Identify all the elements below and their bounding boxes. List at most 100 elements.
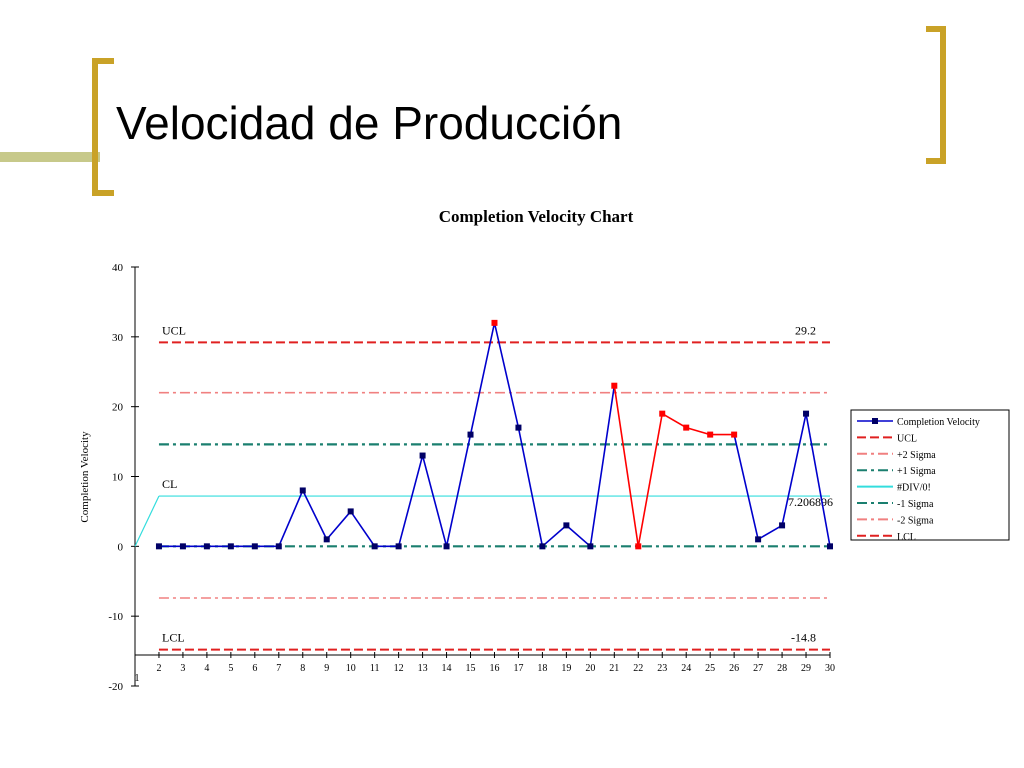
data-point — [659, 410, 666, 417]
x-tick-label: 17 — [513, 663, 523, 674]
data-point — [731, 431, 738, 438]
series-segment — [421, 455, 448, 547]
series-segment — [637, 413, 664, 547]
y-tick-label: 40 — [112, 262, 124, 274]
x-tick-label: 13 — [418, 663, 428, 674]
series-segment — [565, 524, 591, 547]
data-point — [371, 543, 378, 550]
annotation-value: 7.206896 — [788, 495, 833, 509]
series-segment — [541, 524, 567, 547]
data-point — [443, 543, 450, 550]
x-tick-label: 14 — [442, 663, 452, 674]
data-point — [779, 522, 786, 529]
series-segment — [613, 385, 640, 547]
legend-entry-label: +2 Sigma — [897, 450, 936, 461]
legend-entry-label: -1 Sigma — [897, 499, 934, 510]
annotation-label: UCL — [162, 323, 186, 337]
x-tick-label: 9 — [324, 663, 329, 674]
x-tick-label: 18 — [537, 663, 547, 674]
data-point — [299, 487, 306, 494]
data-point — [539, 543, 546, 550]
data-point — [203, 543, 210, 550]
y-tick-label: 10 — [112, 472, 124, 484]
x-tick-label: 27 — [753, 663, 763, 674]
y-tick-label: -20 — [108, 681, 123, 693]
legend-marker — [872, 418, 878, 424]
legend-entry-label: #DIV/0! — [897, 483, 931, 494]
data-point — [251, 543, 258, 550]
y-tick-label: 0 — [118, 541, 124, 553]
data-point — [227, 543, 234, 550]
data-point — [611, 382, 618, 389]
x-tick-label: 23 — [657, 663, 667, 674]
cl-ramp-line — [134, 495, 160, 547]
x-tick-label: 5 — [228, 663, 233, 674]
series-segment — [781, 413, 807, 526]
data-point — [347, 508, 354, 515]
x-tick-label: 7 — [276, 663, 281, 674]
x-tick-label: 10 — [346, 663, 356, 674]
x-tick-label: 12 — [394, 663, 404, 674]
x-tick-label: 29 — [801, 663, 811, 674]
x-tick-label: 6 — [252, 663, 257, 674]
x-tick-label: 11 — [370, 663, 380, 674]
legend-entry-label: +1 Sigma — [897, 466, 936, 477]
series-segment — [757, 524, 783, 541]
y-tick-label: 30 — [112, 332, 124, 344]
annotation-value: 29.2 — [795, 323, 816, 337]
annotation-label: LCL — [162, 631, 185, 645]
series-segment — [278, 490, 304, 547]
series-segment — [397, 455, 424, 547]
annotation-label: CL — [162, 477, 177, 491]
x-tick-label: 2 — [156, 663, 161, 674]
x-tick-label: 20 — [585, 663, 595, 674]
series-segment — [493, 322, 520, 428]
x-tick-label: 19 — [561, 663, 571, 674]
series-segment — [469, 322, 496, 435]
series-segment — [685, 426, 711, 436]
annotation-value: -14.8 — [791, 631, 816, 645]
data-point — [803, 410, 810, 417]
data-point — [467, 431, 474, 438]
series-segment — [445, 434, 472, 547]
data-point — [515, 424, 522, 431]
left-bracket-ornament — [92, 58, 114, 196]
data-point — [683, 424, 690, 431]
y-tick-label: 20 — [112, 402, 124, 414]
x-tick-label: 28 — [777, 663, 787, 674]
data-point — [179, 543, 186, 550]
data-point — [491, 319, 498, 326]
x-tick-label: 30 — [825, 663, 835, 674]
series-segment — [733, 434, 759, 540]
series-segment — [517, 427, 544, 547]
x-tick-label: 3 — [180, 663, 185, 674]
series-segment — [589, 385, 616, 547]
data-point — [275, 543, 282, 550]
series-segment — [350, 510, 376, 547]
legend-entry-label: Completion Velocity — [897, 417, 980, 428]
data-point — [419, 452, 426, 459]
data-point — [827, 543, 833, 550]
legend: Completion Velocity UCL +2 Sigma +1 Sigma #D… — [850, 409, 1010, 543]
x-tick-label: 4 — [204, 663, 209, 674]
x-tick-label: 1 — [135, 673, 140, 684]
x-tick-label: 24 — [681, 663, 691, 674]
x-tick-label: 25 — [705, 663, 715, 674]
slide-title: Velocidad de Producción — [116, 97, 623, 149]
data-point — [155, 543, 162, 550]
series-segment — [326, 510, 352, 540]
legend-entry-label: -2 Sigma — [897, 515, 934, 526]
x-tick-label: 16 — [489, 663, 499, 674]
data-point — [635, 543, 642, 550]
x-tick-label: 8 — [300, 663, 305, 674]
legend-box — [850, 409, 1010, 541]
x-tick-label: 26 — [729, 663, 739, 674]
decorative-bar — [0, 152, 100, 162]
series-segment — [805, 413, 831, 547]
data-point — [707, 431, 714, 438]
chart-title: Completion Velocity Chart — [439, 207, 634, 226]
data-point — [587, 543, 594, 550]
